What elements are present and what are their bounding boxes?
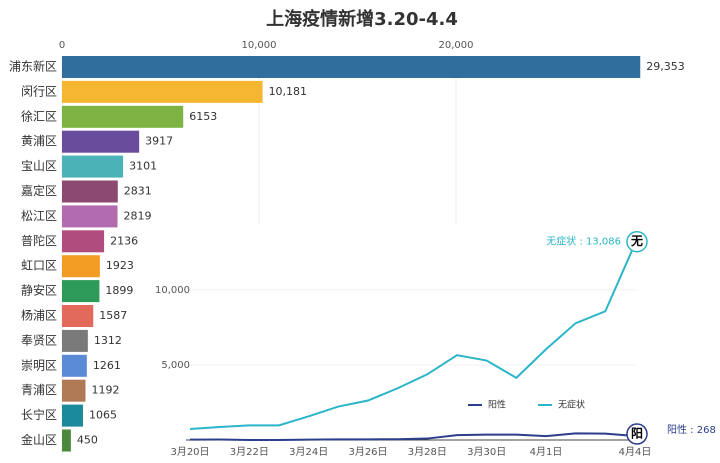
bar [62,280,100,303]
y-tick-label: 10,000 [155,285,190,296]
category-label: 崇明区 [21,358,57,372]
bar [62,230,105,253]
bar [62,80,263,103]
category-label: 宝山区 [21,159,57,173]
value-label: 1065 [89,409,117,422]
bar [62,180,118,203]
legend-label: 无症状 [558,399,585,411]
value-label: 1899 [105,284,133,297]
value-label: 6153 [189,110,217,123]
bar [62,205,118,228]
x-tick-label: 3月22日 [230,446,269,458]
legend-label: 阳性 [488,399,506,411]
category-label: 浦东新区 [9,59,57,74]
category-label: 静安区 [21,283,57,298]
x-tick-label: 20,000 [439,40,474,51]
bar [62,404,83,427]
end-badge [626,423,648,445]
x-tick-label: 3月30日 [467,446,506,458]
bar [62,379,86,402]
x-tick-label: 4月4日 [619,446,652,458]
end-badge-text: 阳 [631,425,643,440]
category-label: 青浦区 [21,383,57,397]
value-label: 2136 [110,234,138,247]
bar [62,429,71,452]
series-line [189,243,636,430]
value-label: 1923 [106,259,134,272]
value-label: 3917 [145,135,173,148]
value-label: 1261 [93,359,121,372]
value-label: 3101 [129,160,157,173]
end-label: 无症状 : 13,086 [546,235,621,248]
bar [62,305,94,327]
bar [62,56,641,78]
category-label: 金山区 [21,432,57,447]
category-label: 奉贤区 [21,333,57,347]
bar [62,329,88,352]
category-label: 普陀区 [21,233,57,248]
x-tick-label: 3月28日 [408,446,447,458]
end-label: 阳性 : 268 [667,423,716,436]
x-tick-label: 3月20日 [170,446,209,458]
value-label: 450 [77,434,98,447]
category-label: 黄浦区 [21,134,57,148]
bar [62,255,100,278]
category-label: 松江区 [21,209,57,223]
category-label: 徐汇区 [21,108,57,123]
x-tick-label: 0 [59,40,65,51]
bar [62,155,124,178]
category-label: 长宁区 [21,407,57,422]
series-line [189,432,636,441]
bar [62,105,184,128]
bar [62,354,87,377]
x-tick-label: 4月1日 [530,446,563,458]
x-tick-label: 3月24日 [289,446,328,458]
bar [62,130,140,153]
category-label: 闵行区 [21,83,57,98]
x-tick-label: 10,000 [242,40,277,51]
category-label: 嘉定区 [21,183,57,198]
category-label: 虹口区 [21,259,57,273]
value-label: 1312 [94,334,122,347]
value-label: 1587 [99,309,127,322]
x-tick-label: 3月26日 [348,446,387,458]
value-label: 29,353 [646,60,685,73]
y-tick-label: 5,000 [161,360,190,371]
value-label: 2831 [124,185,152,198]
value-label: 2819 [124,209,152,222]
category-label: 杨浦区 [21,308,57,323]
end-badge-text: 无 [630,234,643,248]
value-label: 10,181 [269,85,308,98]
chart-title: 上海疫情新增3.20-4.4 [266,8,458,30]
end-badge [626,230,648,253]
value-label: 1192 [91,384,119,397]
